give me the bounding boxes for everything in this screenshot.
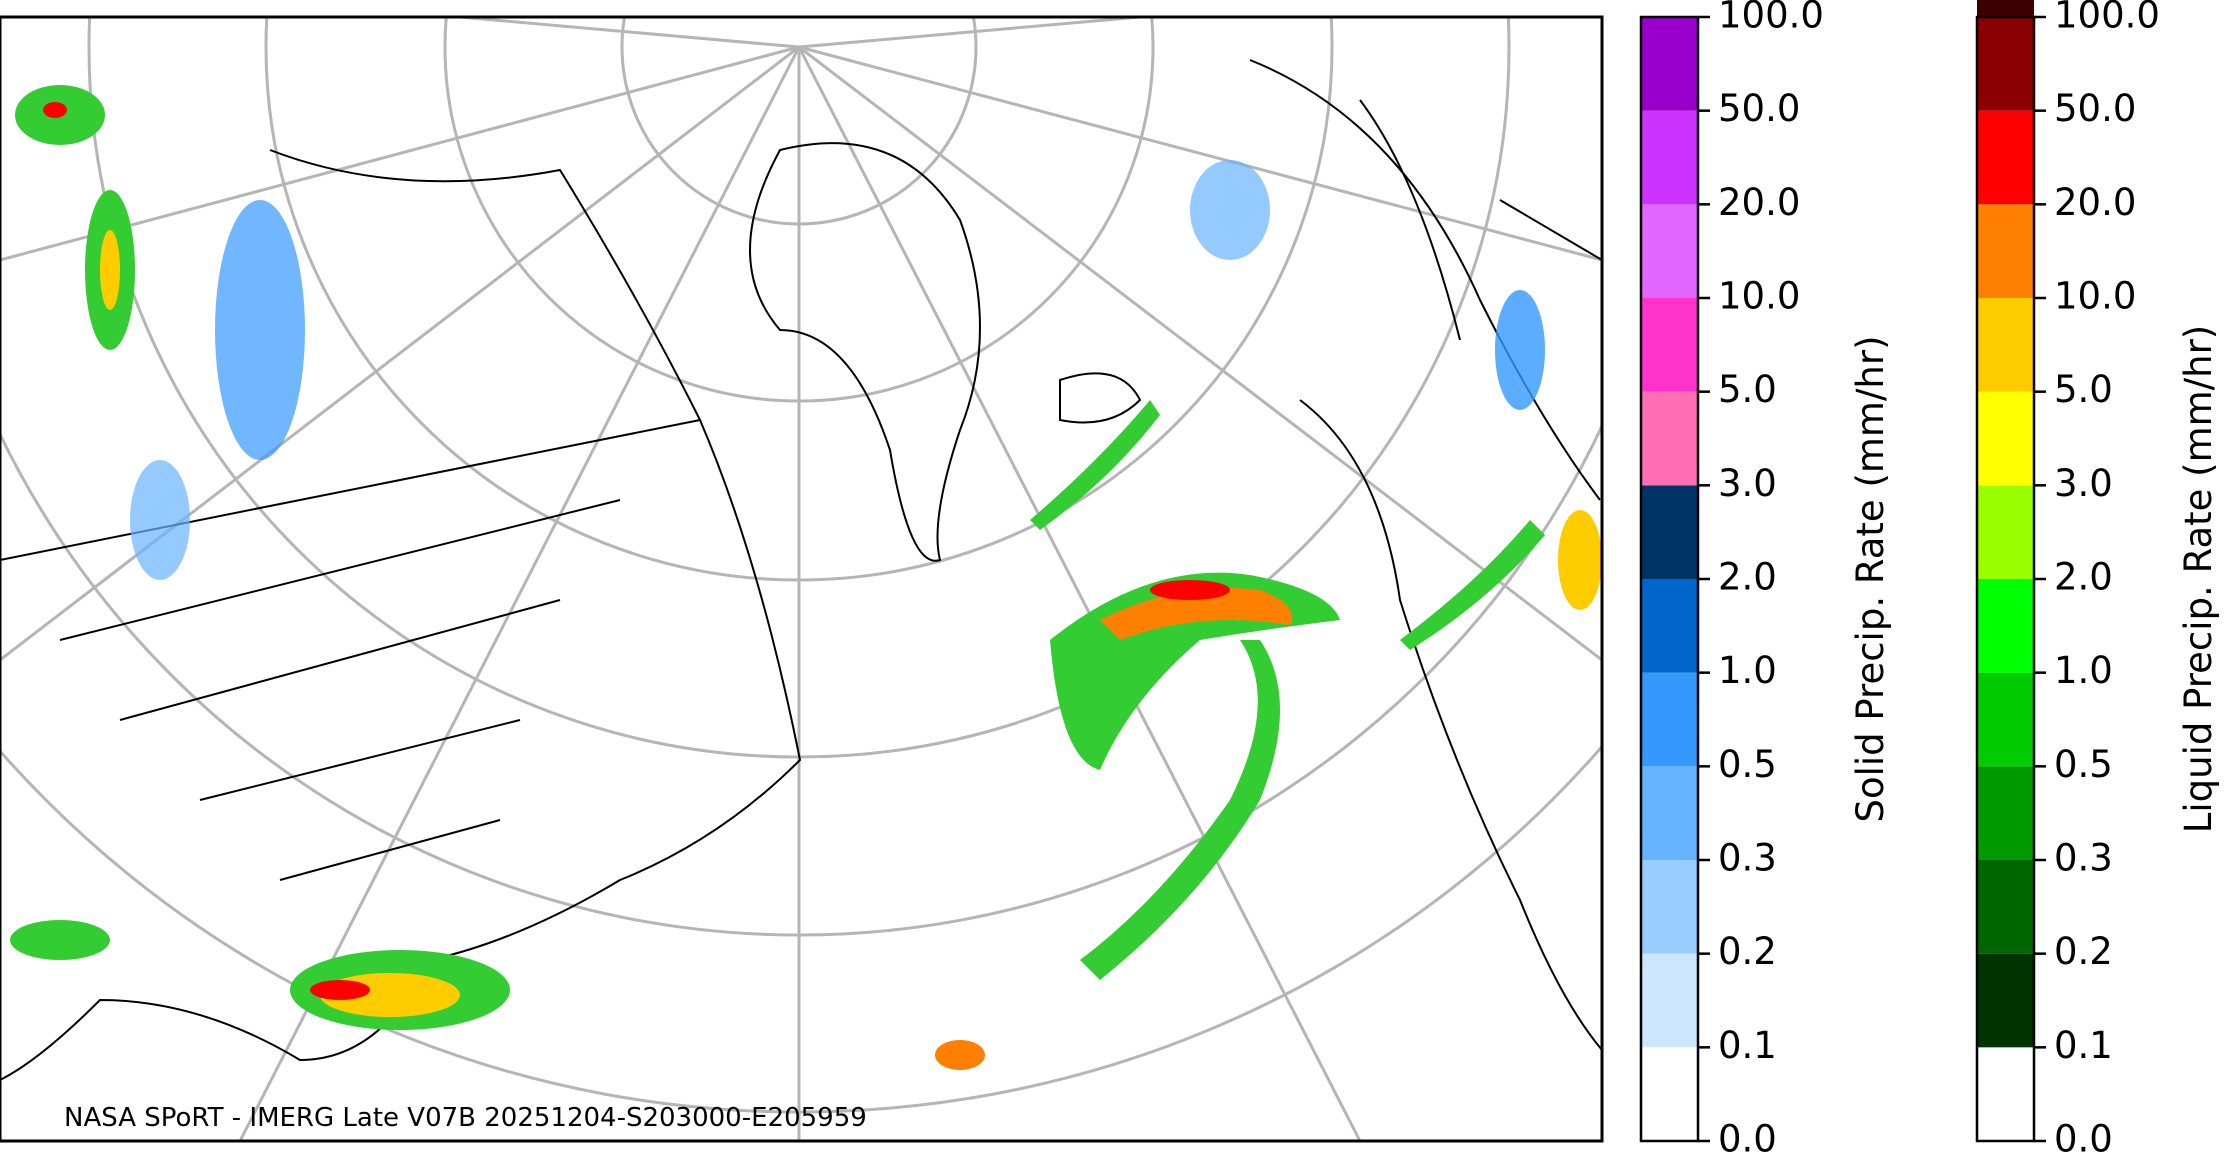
colorbar-tick-label: 100.0 (1718, 0, 1824, 37)
colorbar-segment (1977, 766, 2034, 860)
map-frame (0, 15, 1604, 1143)
colorbar-tick-label: 20.0 (2054, 181, 2136, 224)
colorbar-tick-label: 0.2 (1718, 930, 1777, 973)
colorbar-segment (1977, 204, 2034, 298)
colorbar-tick-label: 100.0 (2054, 0, 2160, 37)
colorbar-tick-label: 0.3 (2054, 837, 2113, 880)
colorbar-tick-label: 0.5 (1718, 743, 1777, 786)
colorbar-segment (1977, 17, 2034, 111)
colorbar-tick-label: 50.0 (1718, 87, 1800, 130)
colorbar-tick-label: 3.0 (2054, 462, 2113, 505)
colorbar-tick-label: 0.3 (1718, 837, 1777, 880)
colorbar-segment (1641, 110, 1698, 205)
colorbar-segment (1977, 298, 2034, 392)
colorbar-tick-label: 0.5 (2054, 743, 2113, 786)
colorbar-segment (1977, 953, 2034, 1048)
precipitation (10, 85, 1602, 1070)
colorbar-tick-label: 20.0 (1718, 181, 1800, 224)
colorbar-tick-label: 2.0 (1718, 556, 1777, 599)
colorbar-tick-label: 0.1 (1718, 1024, 1777, 1067)
colorbar-tick-label: 5.0 (2054, 368, 2113, 411)
map: NASA SPoRT - IMERG Late V07B 20251204-S2… (0, 17, 1602, 1141)
colorbar-tick-label: 50.0 (2054, 87, 2136, 130)
colorbar-segment (1977, 860, 2034, 954)
colorbar-tick-label: 10.0 (1718, 275, 1800, 318)
colorbar-segment (1977, 485, 2034, 579)
colorbar-segment (1977, 579, 2034, 673)
colorbar-tick-label: 5.0 (1718, 368, 1777, 411)
colorbar-tick-label: 1.0 (1718, 649, 1777, 692)
colorbar-tick-label: 10.0 (2054, 275, 2136, 318)
colorbar-segment (1641, 391, 1698, 486)
colorbar-segment (1977, 391, 2034, 486)
coastlines (0, 59, 1602, 1081)
colorbar-tick-label: 2.0 (2054, 556, 2113, 599)
colorbar-tick-label: 0.0 (2054, 1118, 2113, 1161)
colorbar-tick-label: 0.0 (1718, 1118, 1777, 1161)
colorbar-segment (1641, 766, 1698, 860)
colorbar-segment (1641, 204, 1698, 298)
colorbar-segment (1977, 672, 2034, 767)
colorbar-tick-label: 3.0 (1718, 462, 1777, 505)
colorbar-segment (1977, 1047, 2034, 1141)
colorbar-label: Liquid Precip. Rate (mm/hr) (2177, 325, 2220, 834)
colorbar-segment (1641, 953, 1698, 1048)
colorbar-segment (1641, 298, 1698, 392)
colorbar-segment (1641, 860, 1698, 954)
colorbar-tick-label: 1.0 (2054, 649, 2113, 692)
colorbar-segment (1641, 485, 1698, 579)
colorbar-segment (1641, 17, 1698, 111)
colorbar-segment (1641, 672, 1698, 767)
colorbar-tick-label: 0.1 (2054, 1024, 2113, 1067)
colorbar-label: Solid Precip. Rate (mm/hr) (1849, 335, 1892, 822)
colorbar-segment (1641, 1047, 1698, 1141)
caption: NASA SPoRT - IMERG Late V07B 20251204-S2… (64, 1103, 867, 1133)
colorbar-segment (1977, 110, 2034, 205)
graticule (0, 17, 1602, 1141)
colorbar-tick-label: 0.2 (2054, 930, 2113, 973)
colorbar-segment (1977, 0, 2034, 17)
colorbar-segment (1641, 579, 1698, 673)
